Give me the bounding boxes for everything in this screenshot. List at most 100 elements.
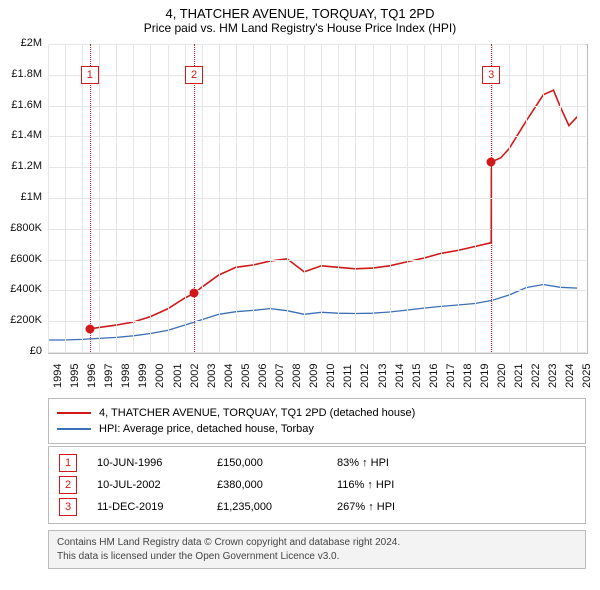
sale-row: 110-JUN-1996£150,00083% ↑ HPI [49,452,585,474]
x-gridline [321,44,322,352]
x-tick-label: 2020 [496,364,508,388]
y-gridline [48,136,586,137]
legend-swatch [57,428,91,430]
sale-marker-dot [85,324,94,333]
x-tick-label: 2019 [479,364,491,388]
x-tick-label: 2017 [445,364,457,388]
sale-marker-box: 1 [81,66,99,84]
sale-marker-line [491,44,492,352]
y-tick-label: £1M [0,191,42,203]
x-gridline [458,44,459,352]
x-gridline [560,44,561,352]
sale-price: £1,235,000 [217,501,337,513]
x-tick-label: 2006 [257,364,269,388]
x-tick-label: 2000 [154,364,166,388]
figure: 4, THATCHER AVENUE, TORQUAY, TQ1 2PD Pri… [0,0,600,590]
x-gridline [441,44,442,352]
sales-table: 110-JUN-1996£150,00083% ↑ HPI210-JUL-200… [48,446,586,524]
x-tick-label: 2016 [428,364,440,388]
y-tick-label: £2M [0,37,42,49]
x-tick-label: 2008 [291,364,303,388]
x-gridline [509,44,510,352]
x-gridline [236,44,237,352]
x-gridline [99,44,100,352]
x-gridline [355,44,356,352]
y-tick-label: £600K [0,253,42,265]
sale-hpi: 267% ↑ HPI [337,501,457,513]
x-tick-label: 2018 [462,364,474,388]
x-gridline [82,44,83,352]
y-gridline [48,106,586,107]
x-tick-label: 2007 [274,364,286,388]
x-gridline [150,44,151,352]
sale-row-marker: 1 [59,454,77,472]
x-gridline [492,44,493,352]
sale-row-marker: 3 [59,498,77,516]
sale-row-marker: 2 [59,476,77,494]
y-gridline [48,167,586,168]
sale-price: £150,000 [217,457,337,469]
sale-marker-line [90,44,91,352]
x-tick-label: 2015 [411,364,423,388]
x-tick-label: 2011 [342,364,354,388]
x-gridline [577,44,578,352]
x-gridline [543,44,544,352]
y-tick-label: £1.6M [0,99,42,111]
x-tick-label: 2004 [223,364,235,388]
footer-line-1: Contains HM Land Registry data © Crown c… [57,536,577,550]
y-gridline [48,260,586,261]
legend: 4, THATCHER AVENUE, TORQUAY, TQ1 2PD (de… [48,398,586,444]
legend-item: 4, THATCHER AVENUE, TORQUAY, TQ1 2PD (de… [57,405,577,421]
series-line [48,285,578,341]
y-tick-label: £1.2M [0,160,42,172]
x-tick-label: 2013 [377,364,389,388]
y-gridline [48,321,586,322]
x-tick-label: 1996 [86,364,98,388]
sale-row: 210-JUL-2002£380,000116% ↑ HPI [49,474,585,496]
x-tick-label: 2005 [240,364,252,388]
x-gridline [338,44,339,352]
y-tick-label: £400K [0,283,42,295]
y-gridline [48,198,586,199]
x-gridline [475,44,476,352]
sale-price: £380,000 [217,479,337,491]
x-gridline [168,44,169,352]
legend-label: 4, THATCHER AVENUE, TORQUAY, TQ1 2PD (de… [99,407,415,419]
x-tick-label: 1995 [69,364,81,388]
x-gridline [270,44,271,352]
x-tick-label: 2012 [359,364,371,388]
x-tick-label: 1998 [120,364,132,388]
x-gridline [390,44,391,352]
legend-swatch [57,412,91,414]
x-tick-label: 2002 [189,364,201,388]
x-tick-label: 2025 [581,364,593,388]
x-gridline [219,44,220,352]
x-gridline [424,44,425,352]
x-gridline [526,44,527,352]
footer-note: Contains HM Land Registry data © Crown c… [48,530,586,569]
legend-label: HPI: Average price, detached house, Torb… [99,423,314,435]
x-gridline [185,44,186,352]
x-tick-label: 2024 [564,364,576,388]
x-tick-label: 2022 [530,364,542,388]
x-tick-label: 2010 [325,364,337,388]
y-tick-label: £1.8M [0,68,42,80]
x-gridline [116,44,117,352]
x-gridline [373,44,374,352]
sale-date: 10-JUL-2002 [97,479,217,491]
x-gridline [407,44,408,352]
x-gridline [48,44,49,352]
x-gridline [133,44,134,352]
x-gridline [304,44,305,352]
sale-marker-line [194,44,195,352]
y-gridline [48,44,586,45]
x-tick-label: 1999 [137,364,149,388]
sale-marker-box: 2 [185,66,203,84]
x-gridline [202,44,203,352]
x-gridline [253,44,254,352]
x-tick-label: 2021 [513,364,525,388]
y-gridline [48,229,586,230]
x-tick-label: 2009 [308,364,320,388]
sale-date: 10-JUN-1996 [97,457,217,469]
y-tick-label: £1.4M [0,129,42,141]
